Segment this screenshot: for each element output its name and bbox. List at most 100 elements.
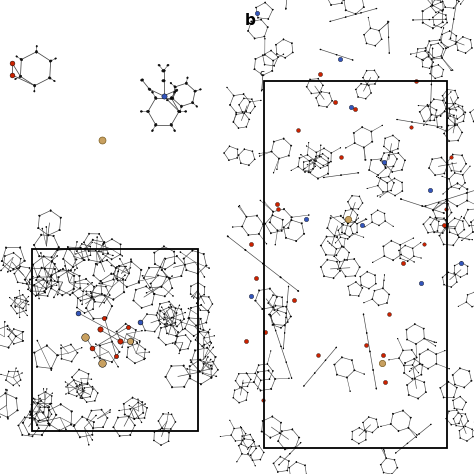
Ellipse shape	[419, 364, 420, 365]
Ellipse shape	[51, 261, 52, 263]
Ellipse shape	[390, 151, 391, 152]
Ellipse shape	[327, 107, 328, 108]
Ellipse shape	[281, 346, 282, 347]
Ellipse shape	[29, 267, 30, 269]
Ellipse shape	[433, 209, 434, 210]
Ellipse shape	[204, 337, 205, 338]
Ellipse shape	[331, 153, 332, 154]
Ellipse shape	[57, 282, 58, 283]
Ellipse shape	[13, 328, 14, 329]
Ellipse shape	[207, 347, 208, 348]
Ellipse shape	[391, 240, 392, 241]
Ellipse shape	[355, 13, 356, 15]
Ellipse shape	[111, 341, 113, 342]
Ellipse shape	[388, 36, 389, 38]
Ellipse shape	[247, 386, 248, 387]
Ellipse shape	[399, 140, 400, 141]
Ellipse shape	[137, 399, 138, 400]
Ellipse shape	[355, 221, 356, 222]
Ellipse shape	[248, 164, 249, 166]
Ellipse shape	[17, 313, 18, 314]
Ellipse shape	[378, 305, 379, 306]
Ellipse shape	[15, 336, 17, 337]
Ellipse shape	[244, 149, 245, 150]
Ellipse shape	[273, 60, 274, 61]
Ellipse shape	[210, 359, 211, 360]
Ellipse shape	[218, 369, 219, 370]
Ellipse shape	[67, 246, 69, 248]
Ellipse shape	[464, 229, 465, 230]
Ellipse shape	[429, 40, 430, 42]
Ellipse shape	[257, 17, 259, 18]
Ellipse shape	[276, 296, 278, 298]
Ellipse shape	[428, 106, 429, 107]
Ellipse shape	[72, 292, 73, 293]
Ellipse shape	[454, 408, 455, 409]
Ellipse shape	[406, 384, 408, 385]
Ellipse shape	[20, 380, 21, 381]
Ellipse shape	[382, 125, 383, 126]
Ellipse shape	[433, 62, 434, 63]
Ellipse shape	[283, 54, 284, 55]
Ellipse shape	[73, 288, 74, 290]
Ellipse shape	[251, 21, 252, 22]
Ellipse shape	[158, 420, 159, 421]
Ellipse shape	[93, 275, 94, 276]
Ellipse shape	[17, 282, 18, 283]
Ellipse shape	[142, 275, 143, 276]
Ellipse shape	[164, 324, 165, 325]
Ellipse shape	[20, 266, 21, 267]
Ellipse shape	[385, 220, 386, 221]
Ellipse shape	[203, 253, 204, 255]
Ellipse shape	[152, 91, 153, 93]
Ellipse shape	[315, 166, 316, 167]
Ellipse shape	[8, 418, 9, 419]
Ellipse shape	[472, 429, 473, 430]
Ellipse shape	[51, 260, 53, 262]
Ellipse shape	[235, 440, 236, 441]
Ellipse shape	[71, 361, 72, 362]
Ellipse shape	[236, 114, 237, 115]
Ellipse shape	[363, 7, 365, 8]
Ellipse shape	[33, 401, 34, 402]
Ellipse shape	[472, 306, 473, 307]
Ellipse shape	[303, 233, 305, 234]
Ellipse shape	[183, 365, 184, 366]
Ellipse shape	[364, 34, 365, 35]
Ellipse shape	[394, 459, 395, 460]
Ellipse shape	[343, 224, 344, 225]
Ellipse shape	[46, 227, 47, 228]
Ellipse shape	[36, 413, 37, 414]
Ellipse shape	[229, 104, 231, 105]
Ellipse shape	[407, 443, 408, 444]
Ellipse shape	[252, 151, 253, 152]
Ellipse shape	[87, 384, 88, 385]
Ellipse shape	[113, 273, 114, 274]
Ellipse shape	[441, 57, 443, 59]
Ellipse shape	[70, 424, 72, 425]
Ellipse shape	[122, 279, 124, 280]
Ellipse shape	[292, 428, 293, 430]
Ellipse shape	[374, 275, 375, 276]
Ellipse shape	[71, 411, 73, 412]
Ellipse shape	[20, 58, 23, 61]
Ellipse shape	[284, 332, 285, 334]
Ellipse shape	[457, 182, 458, 184]
Ellipse shape	[334, 256, 335, 257]
Ellipse shape	[1, 260, 3, 262]
Ellipse shape	[454, 228, 456, 229]
Ellipse shape	[447, 47, 448, 48]
Ellipse shape	[195, 339, 196, 340]
Ellipse shape	[327, 259, 328, 260]
Ellipse shape	[412, 248, 413, 249]
Ellipse shape	[34, 84, 36, 87]
Ellipse shape	[314, 163, 315, 164]
Ellipse shape	[273, 141, 274, 142]
Ellipse shape	[184, 264, 186, 265]
Ellipse shape	[291, 170, 292, 171]
Ellipse shape	[130, 434, 131, 436]
Ellipse shape	[441, 157, 442, 158]
Ellipse shape	[453, 18, 454, 20]
Ellipse shape	[197, 273, 198, 274]
Ellipse shape	[457, 97, 459, 98]
